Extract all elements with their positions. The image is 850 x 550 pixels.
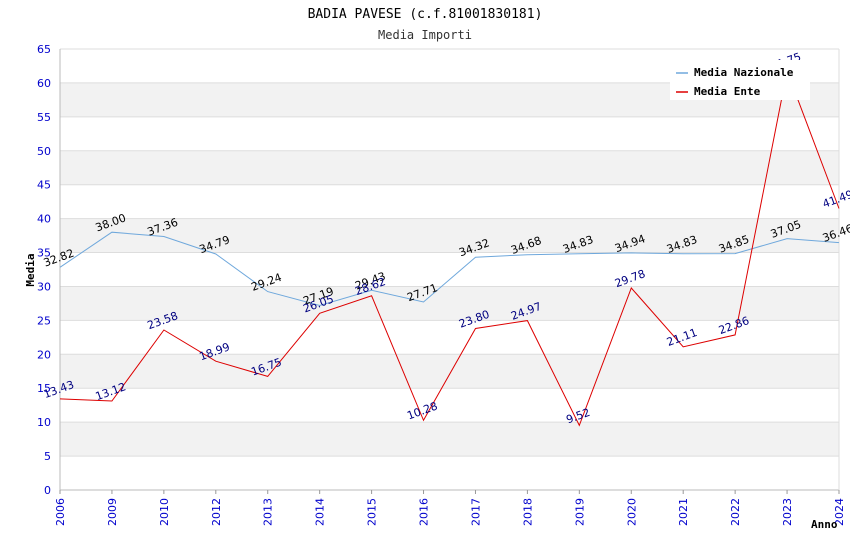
y-axis-ticks: 0 5 10 15 20 25 30 35 40 45 50 55 60 65: [37, 43, 51, 497]
grid-band: [60, 320, 839, 355]
series-layer: [59, 69, 840, 427]
y-tick-label: 20: [37, 348, 51, 361]
x-tick-label: 2017: [469, 498, 482, 526]
y-tick-label: 25: [37, 314, 51, 327]
y-tick-label: 30: [37, 280, 51, 293]
grid-band: [60, 252, 839, 287]
grid-band: [60, 218, 839, 253]
x-tick-label: 2021: [677, 498, 690, 526]
x-tick-label: 2015: [366, 498, 379, 526]
grid-band: [60, 354, 839, 389]
x-tick-label: 2010: [158, 498, 171, 526]
series-line-media-nazionale: [59, 231, 840, 307]
x-tick-label: 2019: [573, 498, 586, 526]
grid-band: [60, 422, 839, 457]
y-tick-label: 40: [37, 213, 51, 226]
axes: [59, 49, 840, 491]
y-tick-label: 65: [37, 43, 51, 56]
x-tick-label: 2023: [781, 498, 794, 526]
x-tick-label: 2013: [262, 498, 275, 526]
legend: Media Nazionale Media Ente: [670, 60, 810, 100]
gridlines: [60, 48, 839, 491]
grid-band: [60, 150, 839, 185]
y-tick-label: 35: [37, 247, 51, 260]
grid-band: [60, 388, 839, 423]
y-tick-label: 45: [37, 179, 51, 192]
grid-band: [60, 184, 839, 219]
y-tick-label: 10: [37, 416, 51, 429]
x-tick-label: 2022: [729, 498, 742, 526]
x-tick-label: 2018: [521, 498, 534, 526]
x-tick-label: 2014: [314, 498, 327, 526]
y-tick-label: 0: [44, 484, 51, 497]
grid-bands: [60, 49, 839, 490]
legend-label-ente: Media Ente: [694, 85, 761, 98]
y-axis-label: Media: [24, 253, 37, 286]
x-tick-label: 2006: [54, 498, 67, 526]
y-tick-label: 50: [37, 145, 51, 158]
legend-label-nazionale: Media Nazionale: [694, 66, 794, 79]
y-tick-label: 5: [44, 450, 51, 463]
grid-band: [60, 286, 839, 321]
y-tick-label: 15: [37, 382, 51, 395]
x-tick-label: 2009: [106, 498, 119, 526]
legend-box: [670, 60, 810, 100]
y-tick-label: 60: [37, 77, 51, 90]
x-tick-label: 2016: [418, 498, 431, 526]
x-tick-label: 2024: [833, 498, 846, 526]
y-tick-label: 55: [37, 111, 51, 124]
x-axis-ticks: 2006 2009 2010 2012 2013 2014 2015 2016 2017 2018…: [54, 490, 846, 526]
series-line-media-ente: [59, 69, 840, 427]
chart-subtitle: Media Importi: [378, 28, 472, 42]
chart-title: BADIA PAVESE (c.f.81001830181): [308, 7, 543, 22]
x-tick-label: 2020: [625, 498, 638, 526]
x-axis-label: Anno: [811, 518, 838, 531]
grid-band: [60, 456, 839, 490]
x-tick-label: 2012: [210, 498, 223, 526]
grid-band: [60, 116, 839, 151]
